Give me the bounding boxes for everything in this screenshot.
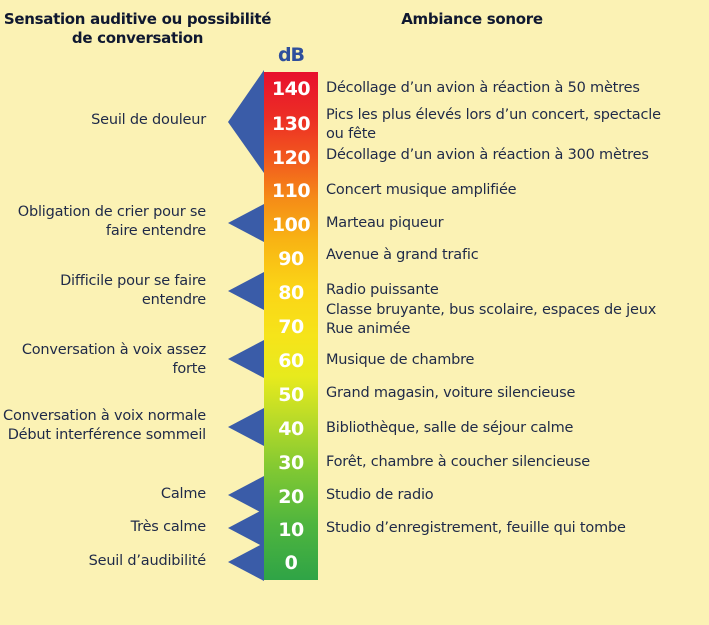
db-level-100: 100 — [271, 214, 311, 236]
ambiance-60: Musique de chambre — [326, 352, 475, 368]
sensation-calm: Calme — [160, 486, 206, 502]
ambiance-80b: Classe bruyante, bus scolaire, espaces d… — [326, 302, 657, 318]
sensation-normal-voice: Conversation à voix normale Début interf… — [3, 408, 206, 443]
sensation-hard-to-hear: Difficile pour se faire entendre — [60, 273, 206, 308]
ambiance-100: Marteau piqueur — [326, 215, 444, 231]
ambiance-10: Studio d’enregistrement, feuille qui tom… — [326, 520, 626, 536]
sensation-pain-threshold: Seuil de douleur — [91, 112, 206, 128]
arrow-60-icon — [228, 340, 264, 378]
sensation-must-shout: Obligation de crier pour se faire entend… — [17, 204, 206, 239]
decibel-gradient-bar — [264, 72, 318, 580]
ambiance-50: Grand magasin, voiture silencieuse — [326, 385, 576, 401]
db-level-120: 120 — [271, 147, 311, 169]
db-level-10: 10 — [278, 519, 304, 541]
ambiance-20: Studio de radio — [326, 487, 434, 503]
ambiance-30: Forêt, chambre à coucher silencieuse — [326, 454, 591, 470]
pain-threshold-arrow-icon — [228, 70, 264, 173]
db-level-140: 140 — [271, 78, 311, 100]
arrow-80-icon — [228, 272, 264, 310]
ambiance-40: Bibliothèque, salle de séjour calme — [326, 420, 574, 436]
ambiance-110: Concert musique amplifiée — [326, 182, 517, 198]
db-level-30: 30 — [278, 452, 304, 474]
arrow-100-icon — [228, 204, 264, 242]
ambiance-header: Ambiance sonore — [401, 10, 543, 28]
ambiance-130: Pics les plus élevés lors d’un concert, … — [326, 107, 661, 142]
db-level-70: 70 — [278, 316, 304, 338]
db-level-40: 40 — [278, 418, 304, 440]
sensation-very-calm: Très calme — [130, 519, 207, 535]
arrow-40-icon — [228, 408, 264, 446]
db-level-60: 60 — [278, 350, 304, 372]
db-level-80: 80 — [278, 282, 304, 304]
ambiance-120: Décollage d’un avion à réaction à 300 mè… — [326, 147, 649, 163]
sensation-header: Sensation auditive ou possibilité de con… — [3, 10, 272, 47]
db-level-50: 50 — [278, 384, 304, 406]
arrow-10-icon — [228, 509, 264, 547]
arrow-20-icon — [228, 476, 264, 514]
sensation-loud-voice: Conversation à voix assez forte — [21, 342, 206, 377]
db-level-20: 20 — [278, 486, 304, 508]
sensation-hearing-threshold: Seuil d’audibilité — [88, 553, 207, 569]
db-level-90: 90 — [278, 248, 304, 270]
db-unit-label: dB — [277, 44, 305, 66]
db-level-0: 0 — [284, 552, 298, 574]
db-level-130: 130 — [271, 113, 311, 135]
ambiance-90: Avenue à grand trafic — [326, 247, 479, 263]
ambiance-140: Décollage d’un avion à réaction à 50 mèt… — [326, 80, 640, 96]
ambiance-80: Radio puissante — [326, 282, 439, 298]
db-level-110: 110 — [271, 180, 311, 202]
arrow-0-icon — [228, 543, 264, 581]
ambiance-70: Rue animée — [326, 321, 411, 337]
